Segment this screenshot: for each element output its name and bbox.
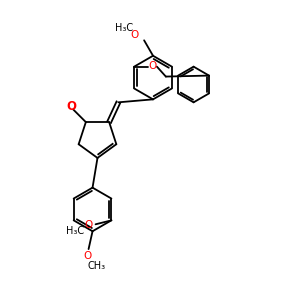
Text: H₃C: H₃C xyxy=(115,23,134,33)
Text: O: O xyxy=(149,61,157,71)
Text: O: O xyxy=(66,100,76,113)
Text: H₃C: H₃C xyxy=(66,226,84,236)
Text: CH₃: CH₃ xyxy=(87,261,106,271)
Text: O: O xyxy=(83,251,92,261)
Text: O: O xyxy=(85,220,93,230)
Text: O: O xyxy=(130,30,138,40)
